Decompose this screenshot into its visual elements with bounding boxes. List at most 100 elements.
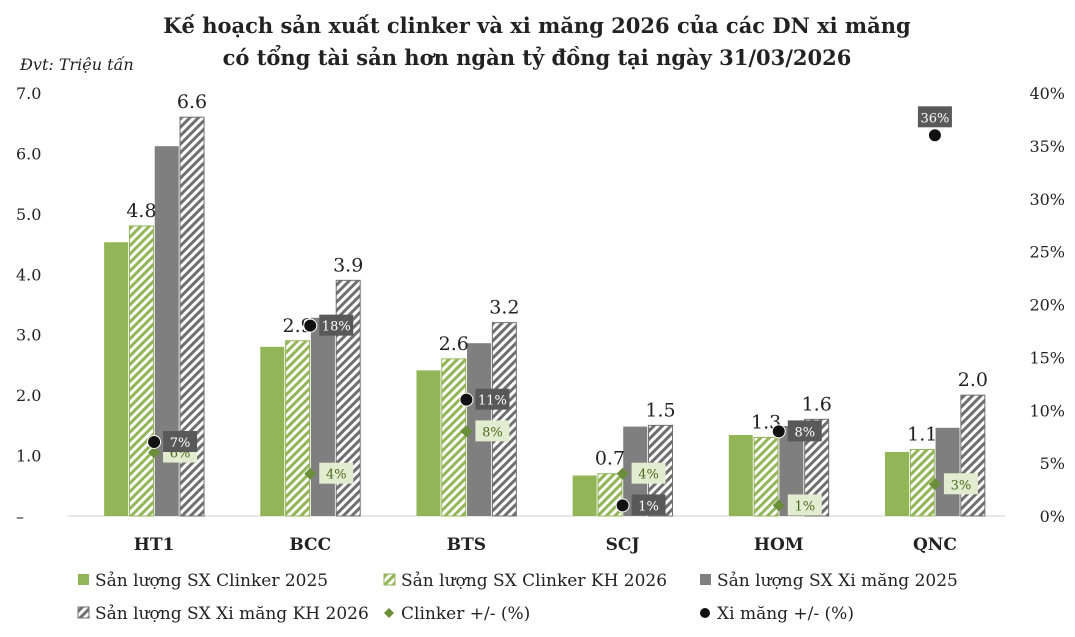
bar-value-label: 1.6 [802, 393, 832, 415]
category-label: HT1 [134, 535, 175, 555]
bar-value-label: 2.6 [439, 333, 469, 355]
y2-tick-label: 10% [1029, 401, 1065, 420]
legend-label: Sản lượng SX Clinker KH 2026 [401, 571, 667, 591]
clinker-point [460, 425, 473, 438]
clinker-label: 4% [638, 468, 659, 483]
category-label: HOM [754, 535, 804, 555]
cement-label: 7% [170, 436, 191, 451]
bar-value-label: 1.5 [645, 399, 675, 421]
clinker-label: 3% [951, 478, 972, 493]
clinker-label-bg [319, 462, 354, 484]
y-tick-label: 3.0 [16, 326, 41, 345]
y-tick-label: 2.0 [16, 386, 41, 405]
bar [753, 436, 779, 517]
percent-points: 6%4%8%4%1%3%7%18%11%1%8%36% [147, 106, 978, 516]
bar-value-labels: 4.86.62.93.92.63.20.71.51.31.61.12.0 [126, 91, 988, 470]
cement-label: 1% [638, 499, 659, 514]
bar-value-label: 1.1 [907, 424, 937, 446]
bar [285, 340, 311, 517]
cement-label-bg [163, 430, 198, 452]
bar [935, 427, 960, 516]
y2-tick-label: 25% [1029, 243, 1065, 262]
clinker-label-bg [943, 473, 978, 495]
chart-title-line2: có tổng tài sản hơn ngàn tỷ đồng tại ngà… [223, 45, 852, 70]
cement-label: 11% [478, 394, 507, 409]
legend-swatch-clinker-2025 [78, 574, 89, 585]
legend-swatch-cement-2026 [77, 606, 90, 619]
legend-label: Xi măng +/- (%) [717, 604, 854, 624]
category-labels: HT1 BCC BTS SCJ HOM QNC [134, 535, 957, 555]
clinker-point [928, 478, 941, 491]
legend-marker-clinker-change [384, 608, 394, 618]
y-tick-label: 4.0 [16, 265, 41, 284]
bar-value-label: 3.2 [489, 297, 519, 319]
chart-title-line1: Kế hoạch sản xuất clinker và xi măng 202… [163, 13, 911, 38]
bar [572, 475, 597, 516]
cement-point [303, 318, 318, 333]
bar [416, 370, 441, 516]
bar [909, 449, 935, 517]
category-label: BCC [289, 535, 331, 555]
category-label: QNC [913, 535, 957, 555]
legend-label: Sản lượng SX Clinker 2025 [95, 571, 328, 591]
cement-label: 36% [920, 111, 949, 126]
legend-swatch-clinker-2026 [383, 573, 396, 586]
cement-point [771, 424, 786, 439]
bar-value-label: 6.6 [177, 91, 207, 113]
bar [441, 358, 467, 517]
y2-tick-label: 5% [1040, 454, 1065, 473]
y-axis-left: – 1.0 2.0 3.0 4.0 5.0 6.0 7.0 [16, 84, 41, 526]
y2-tick-label: 30% [1029, 190, 1065, 209]
clinker-point [616, 467, 629, 480]
bar-value-label: 2.0 [958, 369, 988, 391]
bar-value-label: 0.7 [595, 448, 625, 470]
legend-swatch-cement-2025 [700, 574, 711, 585]
unit-label: Đvt: Triệu tấn [19, 55, 134, 74]
y2-tick-label: 40% [1029, 84, 1065, 103]
clinker-label-bg [475, 420, 510, 442]
clinker-label-bg [631, 462, 666, 484]
cement-label-bg [917, 106, 952, 128]
cement-point [927, 128, 942, 143]
bar [728, 435, 753, 516]
clinker-label: 4% [326, 468, 347, 483]
bar-value-label: 4.8 [126, 200, 156, 222]
bar-value-label: 2.9 [282, 315, 312, 337]
y-tick-label: 5.0 [16, 205, 41, 224]
cement-label-bg [631, 494, 666, 516]
y2-tick-label: 15% [1029, 348, 1065, 367]
legend-label: Clinker +/- (%) [401, 604, 530, 624]
legend: Sản lượng SX Clinker 2025 Sản lượng SX Cl… [77, 571, 958, 624]
bar [960, 394, 986, 517]
category-label: SCJ [606, 535, 640, 555]
cement-label: 18% [322, 320, 351, 335]
y2-tick-label: 35% [1029, 137, 1065, 156]
y-tick-label: – [16, 507, 24, 526]
clinker-label: 1% [794, 499, 815, 514]
clinker-point [148, 446, 161, 459]
clinker-label: 8% [482, 425, 503, 440]
y2-tick-label: 20% [1029, 296, 1065, 315]
bar [310, 317, 335, 516]
legend-marker-cement-change [700, 608, 710, 618]
category-label: BTS [447, 535, 486, 555]
y-tick-label: 7.0 [16, 84, 41, 103]
clinker-point [772, 499, 785, 512]
y-axis-right: 0% 5% 10% 15% 20% 25% 30% 35% 40% [1029, 84, 1065, 526]
y-tick-label: 1.0 [16, 447, 41, 466]
cement-point [615, 498, 630, 513]
bar [884, 451, 909, 516]
legend-label: Sản lượng SX Xi măng 2025 [717, 571, 958, 591]
cement-point [459, 392, 474, 407]
cement-label-bg [319, 314, 354, 336]
bars [104, 116, 986, 517]
cement-label: 8% [794, 425, 815, 440]
y-tick-label: 6.0 [16, 144, 41, 163]
cement-label-bg [475, 388, 510, 410]
bar [104, 242, 129, 516]
cement-label-bg [787, 420, 822, 442]
cement-point [147, 434, 162, 449]
bar [260, 346, 285, 516]
bar [128, 225, 154, 517]
clinker-label-bg [787, 494, 822, 516]
